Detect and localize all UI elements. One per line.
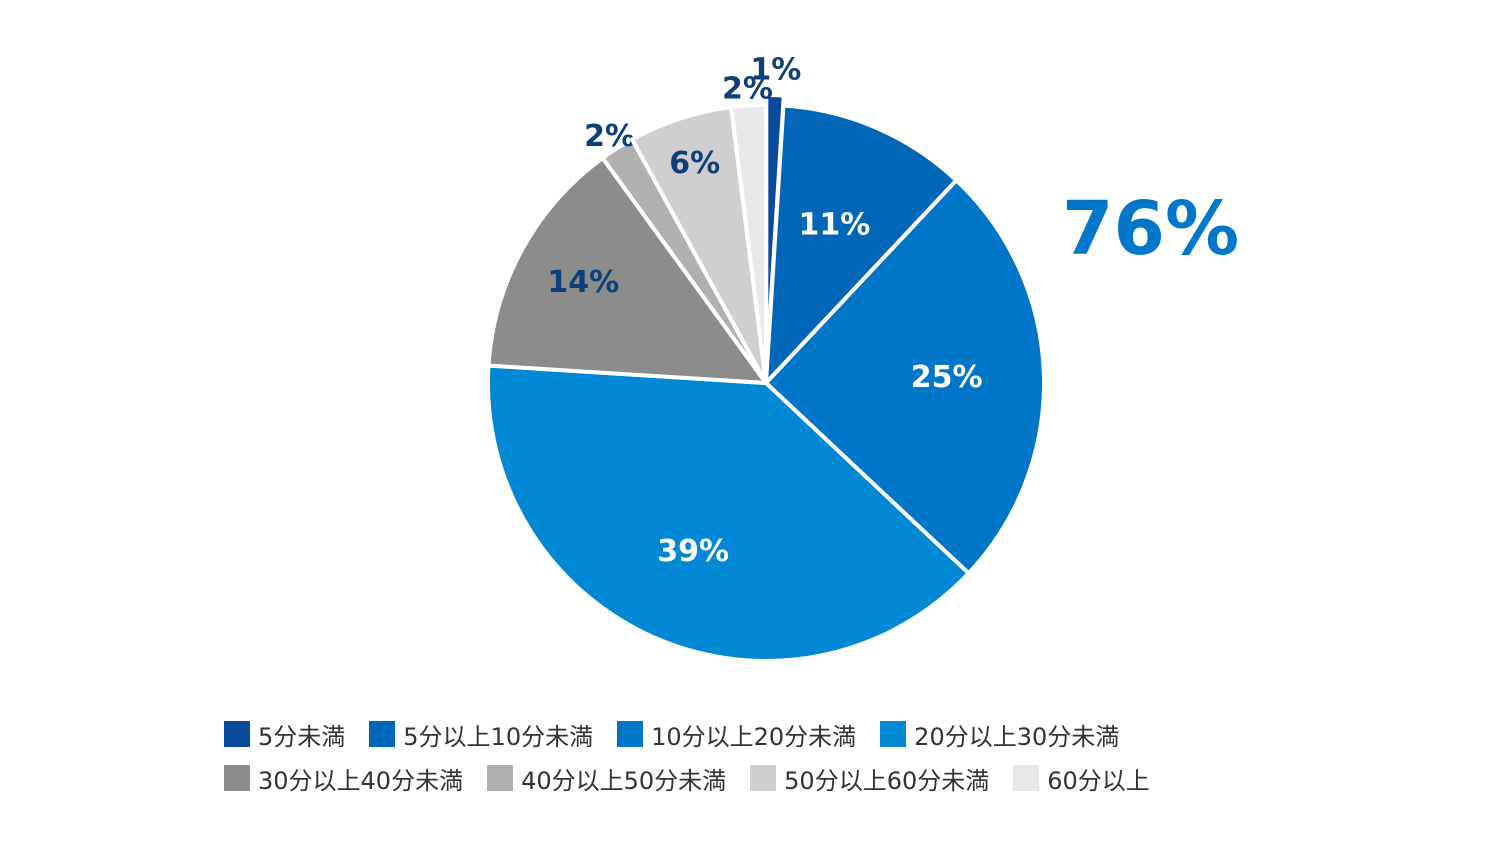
slice-label-4: 39% bbox=[657, 534, 729, 569]
legend-item-4: 20分以上30分未満 bbox=[880, 717, 1119, 752]
legend-row: 5分未満 5分以上10分未満 10分以上20分未満 20分以上30分未満 bbox=[224, 712, 1324, 756]
legend-swatch bbox=[224, 765, 250, 791]
pie-slice-3 bbox=[764, 178, 1046, 576]
legend-swatch bbox=[224, 721, 250, 747]
legend-item-6: 40分以上50分未満 bbox=[487, 761, 726, 796]
pie-slice-5 bbox=[486, 156, 768, 385]
legend-item-8: 60分以上 bbox=[1013, 761, 1150, 796]
pie-slice-2 bbox=[764, 103, 959, 385]
legend-swatch bbox=[487, 765, 514, 791]
slice-label-1: 1% bbox=[750, 53, 801, 88]
pie-slice-8 bbox=[729, 103, 768, 385]
highlight-percentage: 76% bbox=[1062, 186, 1240, 272]
legend-label: 30分以上40分未満 bbox=[258, 766, 464, 795]
legend-label: 60分以上 bbox=[1047, 766, 1150, 795]
legend-label: 20分以上30分未満 bbox=[914, 722, 1120, 751]
legend-item-5: 30分以上40分未満 bbox=[224, 761, 463, 796]
legend-item-7: 50分以上60分未満 bbox=[750, 761, 989, 796]
legend-label: 40分以上50分未満 bbox=[521, 766, 727, 795]
slice-label-3: 25% bbox=[911, 360, 983, 395]
legend-label: 5分以上10分未満 bbox=[403, 722, 594, 751]
slice-label-5: 14% bbox=[547, 265, 619, 300]
slice-label-8: 2% bbox=[722, 71, 773, 106]
legend-item-1: 5分未満 bbox=[224, 717, 345, 752]
legend-label: 10分以上20分未満 bbox=[651, 722, 857, 751]
legend-swatch bbox=[750, 765, 777, 791]
legend-item-3: 10分以上20分未満 bbox=[617, 717, 856, 752]
legend: 5分未満 5分以上10分未満 10分以上20分未満 20分以上30分未満 30分以上4… bbox=[224, 712, 1324, 800]
pie-chart: 1% 11% 25% 39% 14% 2% 6% 2% bbox=[486, 53, 1046, 663]
slice-label-2: 11% bbox=[799, 207, 871, 242]
slice-label-7: 6% bbox=[669, 146, 720, 181]
legend-label: 5分未満 bbox=[258, 722, 346, 751]
legend-row: 30分以上40分未満 40分以上50分未満 50分以上60分未満 60分以上 bbox=[224, 756, 1324, 800]
legend-item-2: 5分以上10分未満 bbox=[369, 717, 593, 752]
slice-label-6: 2% bbox=[584, 119, 635, 154]
legend-swatch bbox=[880, 721, 907, 747]
legend-swatch bbox=[617, 721, 644, 747]
legend-swatch bbox=[369, 721, 396, 747]
legend-label: 50分以上60分未満 bbox=[784, 766, 990, 795]
legend-swatch bbox=[1013, 765, 1040, 791]
pie-slice-4 bbox=[486, 363, 971, 663]
